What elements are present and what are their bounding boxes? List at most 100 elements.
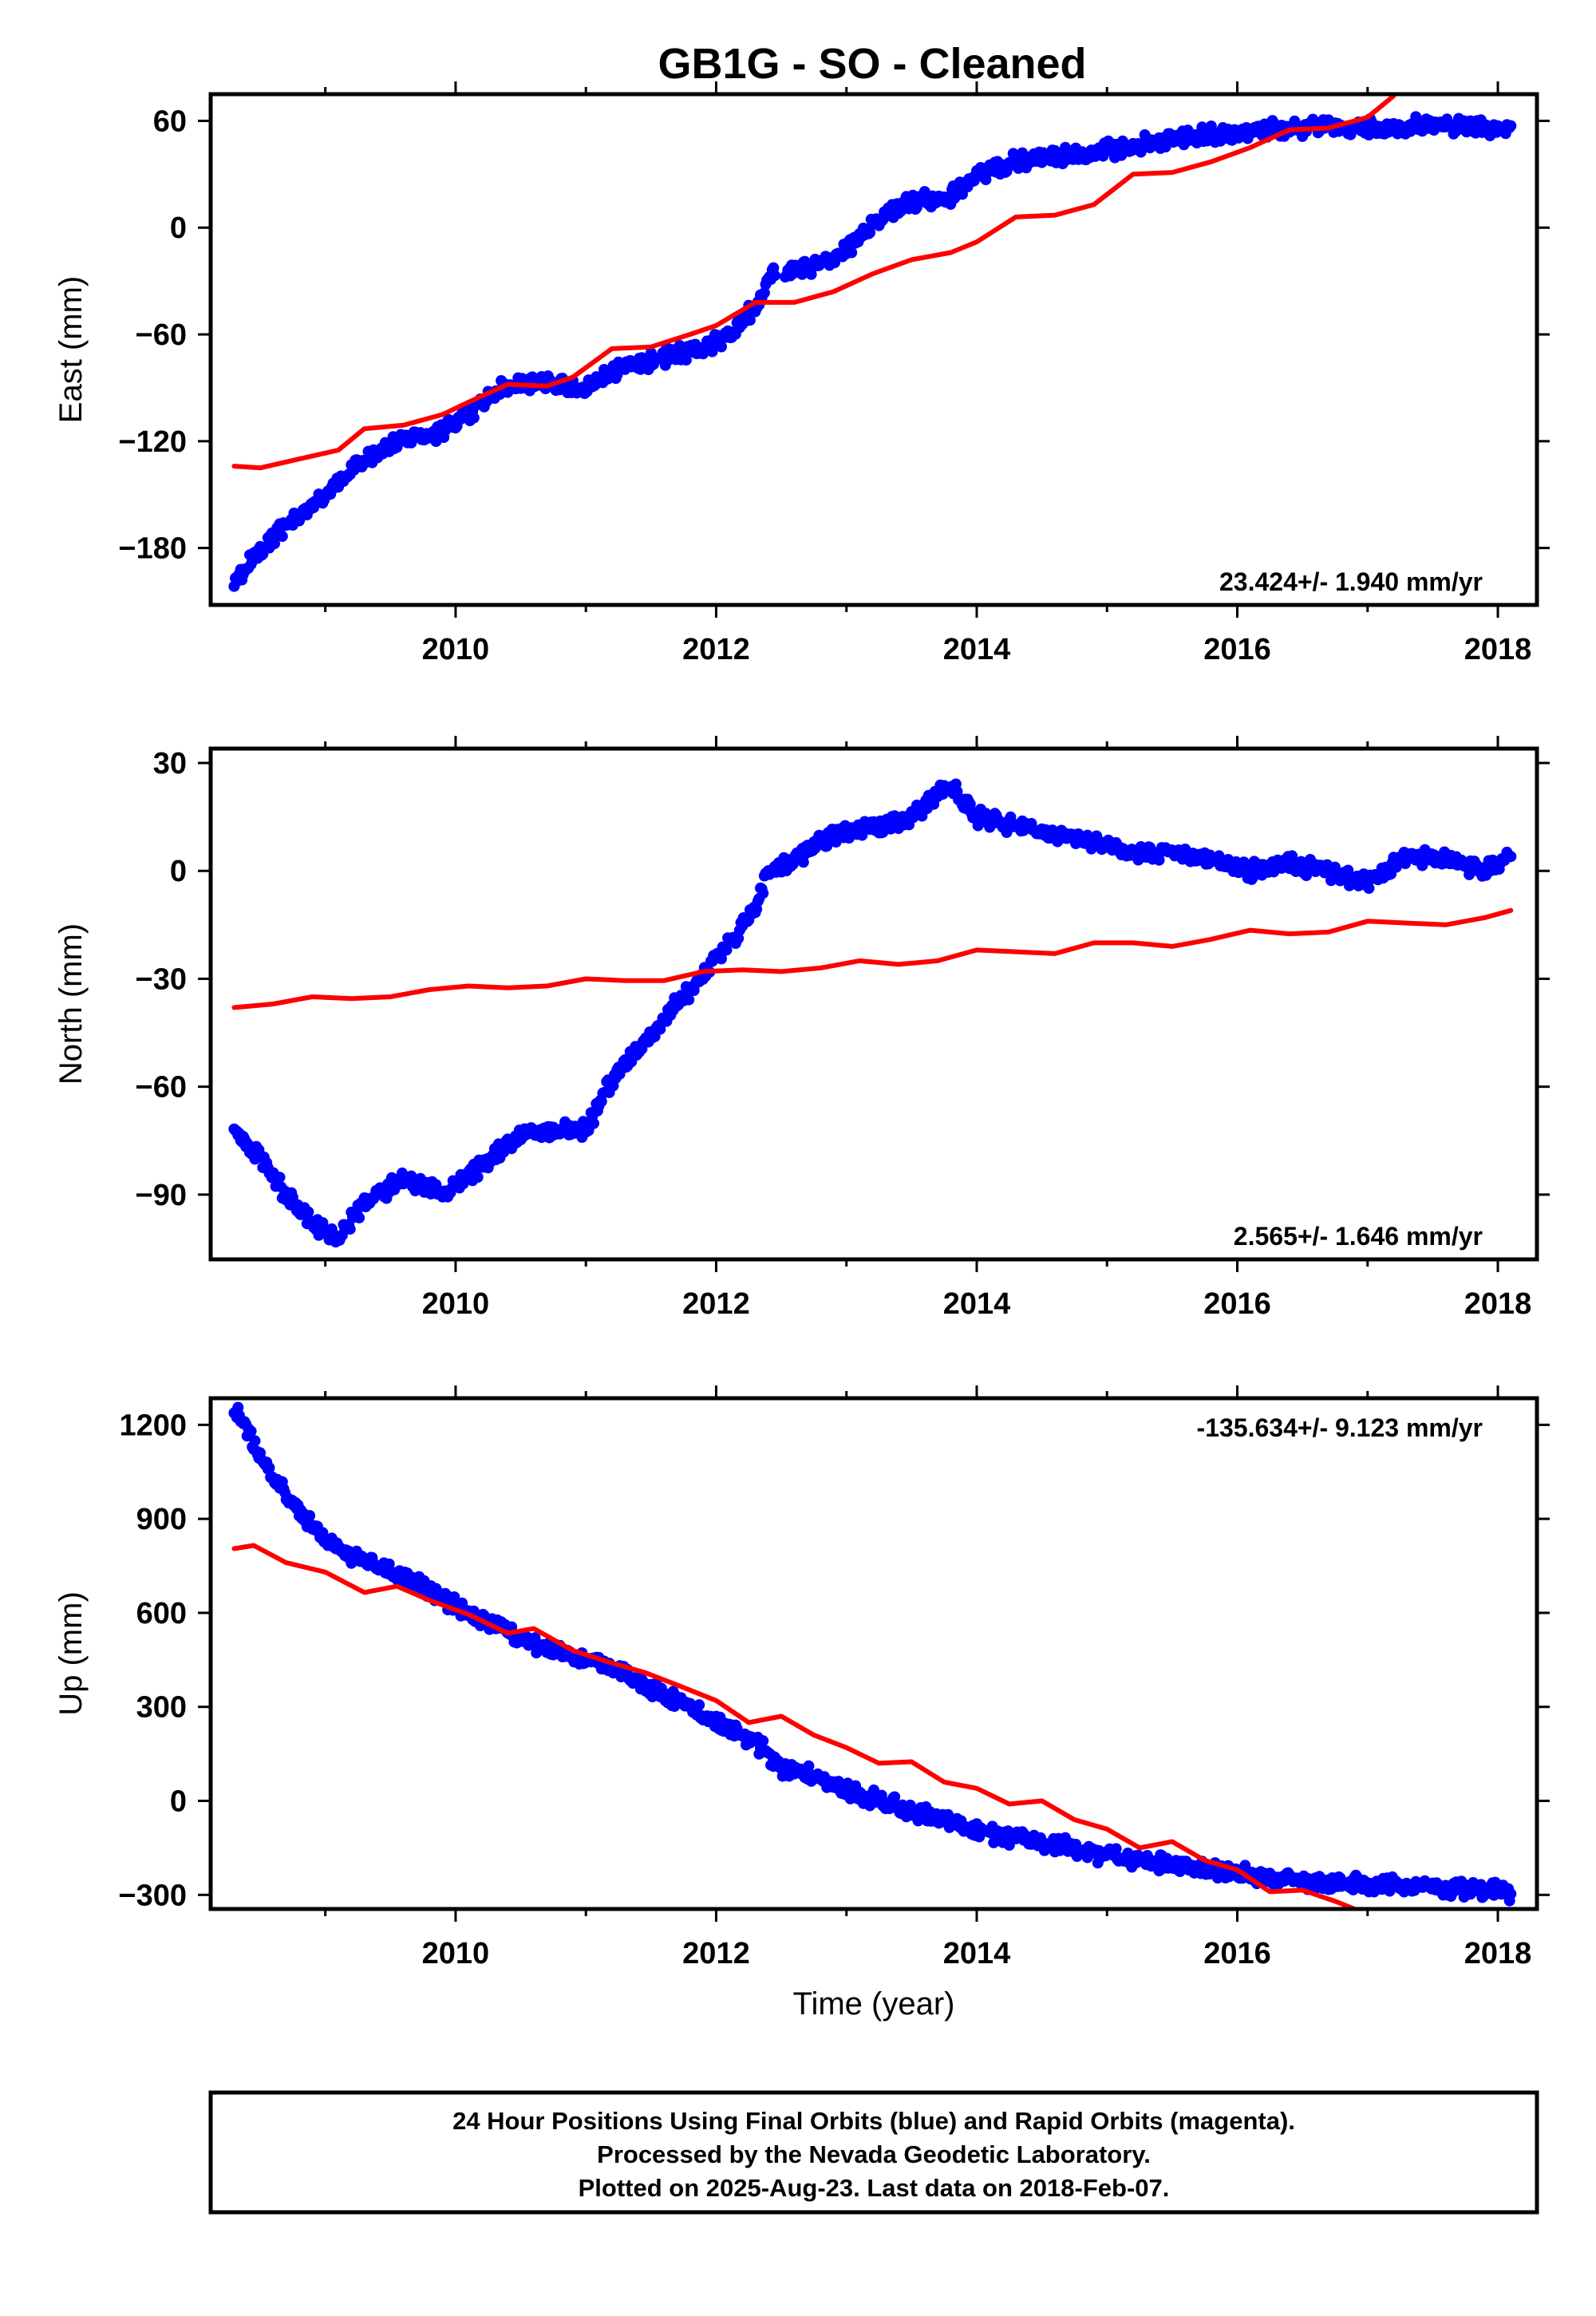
panels: 2010 2012 2014 2016 2018 −180 −120 −60 0 60 East (… (53, 81, 1550, 2022)
data-point (344, 1223, 356, 1235)
data-point (263, 1462, 275, 1474)
data-point (588, 1117, 599, 1129)
data-point (832, 1776, 844, 1788)
data-point (757, 887, 769, 899)
x-tick-label: 2012 (682, 633, 750, 666)
data-point (864, 227, 876, 239)
panel-1: 2010 2012 2014 2016 2018 −180 −120 −60 0 60 East (… (53, 81, 1550, 666)
data-point (683, 994, 695, 1006)
data-point (1410, 111, 1422, 123)
data-point (1363, 883, 1375, 894)
data-point (354, 1211, 365, 1223)
data-point (721, 944, 733, 956)
data-point (302, 1206, 314, 1218)
x-tick-label: 2018 (1464, 1287, 1532, 1321)
y-tick-label: 600 (136, 1597, 187, 1630)
footer-line-1: 24 Hour Positions Using Final Orbits (bl… (452, 2107, 1295, 2135)
x-tick-label: 2016 (1203, 1937, 1271, 1970)
plot-frame (208, 92, 1539, 607)
y-tick-label: 60 (153, 105, 187, 138)
x-tick-label: 2014 (943, 633, 1011, 666)
x-axis-label: Time (year) (793, 1986, 955, 2022)
data-point (595, 1096, 607, 1108)
data-point (846, 247, 858, 259)
x-tick-label: 2010 (422, 1937, 490, 1970)
y-axis-label: Up (mm) (53, 1591, 89, 1716)
data-point (472, 1172, 484, 1183)
data-point (245, 1425, 257, 1437)
y-tick-label: −60 (136, 318, 187, 352)
velocity-rate-label: -135.634+/- 9.123 mm/yr (1197, 1413, 1483, 1442)
y-tick-label: 900 (136, 1503, 187, 1536)
data-point (803, 1760, 815, 1772)
y-tick-label: 0 (170, 855, 187, 888)
x-tick-label: 2010 (422, 633, 490, 666)
x-tick-label: 2018 (1464, 1937, 1532, 1970)
footer-line-3: Plotted on 2025-Aug-23. Last data on 201… (579, 2174, 1170, 2202)
x-tick-label: 2018 (1464, 633, 1532, 666)
x-tick-label: 2012 (682, 1287, 750, 1321)
data-point (964, 798, 976, 810)
data-point (716, 341, 727, 353)
y-tick-label: 300 (136, 1691, 187, 1725)
y-tick-label: −180 (118, 532, 187, 566)
x-tick-label: 2014 (943, 1287, 1011, 1321)
data-point (1238, 856, 1250, 868)
data-point (680, 354, 692, 366)
y-tick-label: 30 (153, 747, 187, 781)
plot-frame (208, 746, 1539, 1262)
data-point (249, 1435, 261, 1447)
plot-title: GB1G - SO - Cleaned (658, 40, 1086, 88)
data-point (758, 287, 770, 298)
y-tick-label: 0 (170, 1785, 187, 1819)
y-tick-label: −90 (136, 1179, 187, 1212)
plot-area (228, 1401, 1517, 1909)
data-point (1505, 1888, 1517, 1900)
plot-area (228, 778, 1517, 1248)
data-point (468, 412, 480, 424)
x-tick-label: 2016 (1203, 1287, 1271, 1321)
velocity-rate-label: 23.424+/- 1.940 mm/yr (1219, 567, 1483, 596)
y-axis-label: East (mm) (53, 276, 89, 423)
model-curve (231, 907, 1514, 1010)
data-point (797, 856, 809, 868)
y-tick-label: −300 (118, 1879, 187, 1912)
data-point (1110, 1843, 1122, 1855)
y-tick-label: −30 (136, 962, 187, 996)
x-tick-label: 2014 (943, 1937, 1011, 1970)
y-axis-label: North (mm) (53, 923, 89, 1085)
data-point (757, 1735, 769, 1747)
data-point (768, 270, 780, 282)
model-curve (231, 94, 1396, 471)
data-point (744, 314, 756, 326)
data-point (1505, 851, 1517, 863)
footer-line-2: Processed by the Nevada Geodetic Laborat… (597, 2140, 1151, 2168)
y-tick-label: 0 (170, 211, 187, 245)
data-point (1286, 850, 1298, 862)
x-tick-label: 2016 (1203, 633, 1271, 666)
footer-box: 24 Hour Positions Using Final Orbits (bl… (208, 2090, 1539, 2215)
data-point (274, 1172, 286, 1184)
data-point (529, 1632, 541, 1644)
plot-area (228, 94, 1517, 592)
y-tick-label: −120 (118, 425, 187, 459)
data-point (693, 1699, 705, 1711)
data-point (1205, 121, 1217, 132)
x-tick-label: 2010 (422, 1287, 490, 1321)
model-curve (231, 1543, 1357, 1909)
velocity-rate-label: 2.565+/- 1.646 mm/yr (1234, 1222, 1483, 1251)
data-point (889, 1791, 901, 1803)
data-point (304, 1510, 316, 1522)
y-tick-label: −60 (136, 1071, 187, 1105)
data-point (276, 531, 288, 542)
panel-2: 2010 2012 2014 2016 2018 −90 −60 −30 0 30 North (m… (53, 736, 1550, 1321)
final-orbit-points (228, 1401, 1517, 1907)
final-orbit-points (228, 778, 1517, 1248)
plot-frame (208, 1396, 1539, 1911)
data-point (269, 538, 280, 550)
final-orbit-points (228, 111, 1517, 592)
x-tick-label: 2012 (682, 1937, 750, 1970)
y-tick-label: 1200 (119, 1409, 187, 1442)
data-point (391, 441, 403, 453)
